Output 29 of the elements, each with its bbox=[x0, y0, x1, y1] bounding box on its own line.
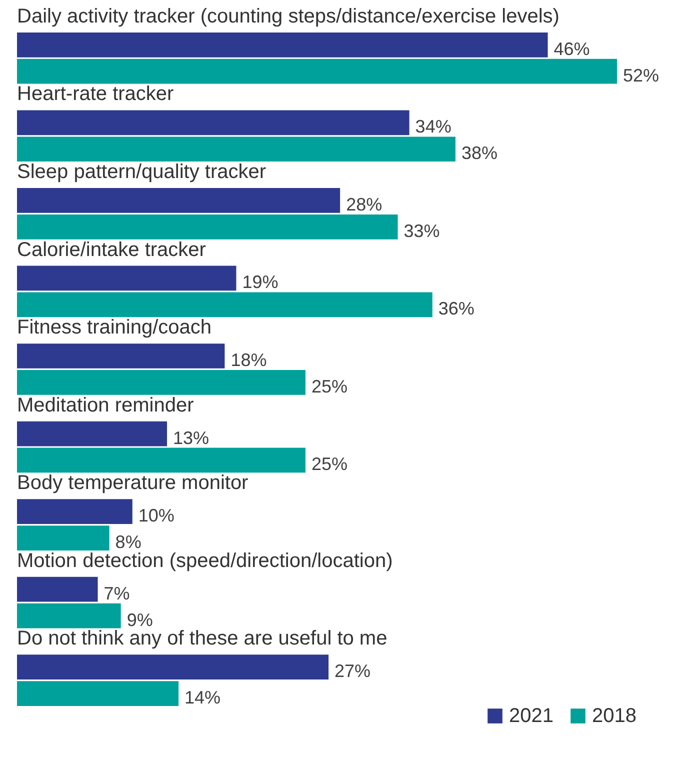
y-tick-label: Daily activity tracker (counting steps/distance/exercise levels) bbox=[17, 5, 560, 28]
legend-label: 2018 bbox=[592, 705, 636, 727]
data-label: 7% bbox=[104, 583, 130, 604]
y-tick-label: Calorie/intake tracker bbox=[17, 238, 206, 261]
data-label: 46% bbox=[554, 38, 590, 59]
data-label: 13% bbox=[173, 428, 210, 448]
y-tick-label: Motion detection (speed/direction/location) bbox=[17, 550, 393, 572]
data-label: 28% bbox=[346, 194, 382, 214]
y-tick-label: Fitness training/coach bbox=[17, 316, 212, 339]
data-label: 25% bbox=[311, 376, 348, 396]
data-label: 33% bbox=[404, 220, 440, 241]
y-tick-label: Sleep pattern/quality tracker bbox=[17, 160, 266, 183]
data-label: 36% bbox=[438, 298, 474, 319]
y-tick-label: Heart-rate tracker bbox=[17, 83, 174, 106]
data-label: 18% bbox=[230, 350, 267, 370]
data-label: 52% bbox=[623, 65, 660, 86]
data-label: 10% bbox=[138, 506, 174, 526]
data-label: 9% bbox=[126, 610, 153, 630]
data-label: 14% bbox=[184, 688, 221, 708]
data-label: 19% bbox=[242, 272, 278, 292]
y-tick-label: Do not think any of these are useful to me bbox=[17, 628, 388, 650]
legend-label: 2021 bbox=[509, 705, 554, 727]
data-label: 8% bbox=[115, 532, 142, 552]
y-tick-label: Body temperature monitor bbox=[17, 472, 249, 494]
y-tick-label: Meditation reminder bbox=[17, 394, 194, 416]
data-label: 25% bbox=[311, 454, 348, 474]
data-label: 27% bbox=[334, 661, 371, 682]
data-label: 34% bbox=[415, 116, 452, 137]
data-label: 38% bbox=[461, 143, 498, 164]
